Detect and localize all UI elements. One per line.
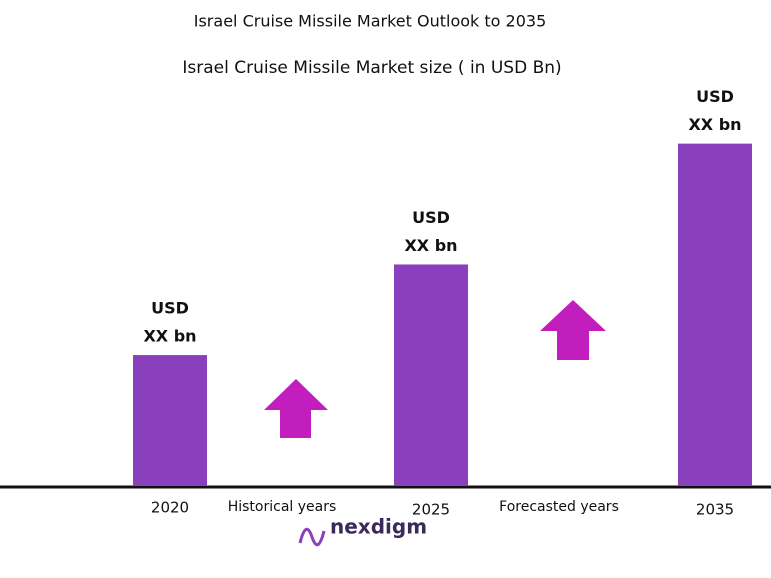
value-label: XX bn [404, 236, 457, 255]
value-label: USD [151, 299, 189, 318]
up-arrow [264, 379, 328, 438]
bar [133, 355, 207, 486]
logo-icon [298, 527, 326, 547]
x-tick-label: 2020 [151, 499, 189, 517]
up-arrow [540, 300, 606, 360]
brand-logo: nexdigm [330, 515, 427, 539]
bar [394, 264, 468, 486]
value-label: USD [412, 208, 450, 227]
chart-subtitle: Israel Cruise Missile Market size ( in U… [182, 58, 561, 78]
value-label: XX bn [688, 115, 741, 134]
x-tick-label: 2025 [412, 501, 450, 519]
x-tick-label: 2035 [696, 501, 734, 519]
bar [678, 143, 752, 486]
value-label: XX bn [143, 327, 196, 346]
annotation: Forecasted years [499, 499, 619, 515]
value-label: USD [696, 87, 734, 106]
chart-title: Israel Cruise Missile Market Outlook to … [194, 12, 547, 31]
annotation: Historical years [228, 499, 337, 515]
